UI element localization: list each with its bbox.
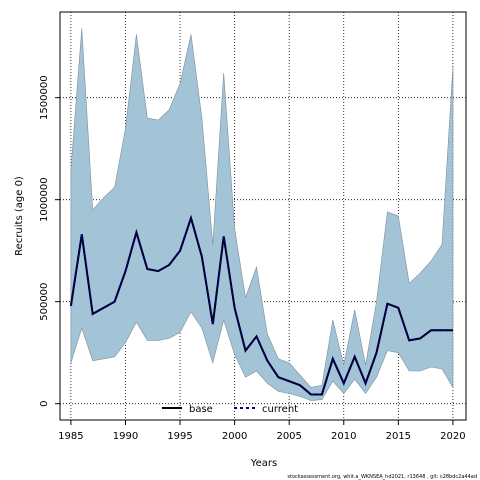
x-axis-title: Years — [250, 458, 277, 469]
x-tick-label-1995: 1995 — [167, 431, 192, 442]
y-axis-title: Recruits (age 0) — [14, 176, 25, 256]
x-tick-label-2005: 2005 — [276, 431, 301, 442]
legend-label-base: base — [189, 404, 213, 415]
x-tick-label-2020: 2020 — [440, 431, 465, 442]
x-tick-label-1985: 1985 — [58, 431, 83, 442]
y-tick-label-1000000: 1000000 — [39, 177, 50, 222]
legend-label-current: current — [262, 404, 298, 415]
confidence-band — [70, 28, 454, 401]
plot-frame — [59, 11, 467, 421]
x-tick-label-2015: 2015 — [386, 431, 411, 442]
y-axis: 0 500000 1000000 1500000 — [39, 75, 60, 407]
y-tick-label-500000: 500000 — [39, 283, 50, 321]
x-tick-label-1990: 1990 — [113, 431, 138, 442]
x-axis: 1985 1990 1995 2000 2005 2010 2015 2020 — [58, 420, 466, 442]
legend: base current — [162, 404, 298, 415]
x-tick-label-2000: 2000 — [222, 431, 247, 442]
footnote: stockassessment.org, whit.a_WKNSEA_hd202… — [287, 474, 477, 480]
x-tick-label-2010: 2010 — [331, 431, 356, 442]
series-line-current — [69, 214, 453, 396]
y-tick-label-0: 0 — [39, 400, 50, 406]
y-tick-label-1500000: 1500000 — [39, 75, 50, 120]
